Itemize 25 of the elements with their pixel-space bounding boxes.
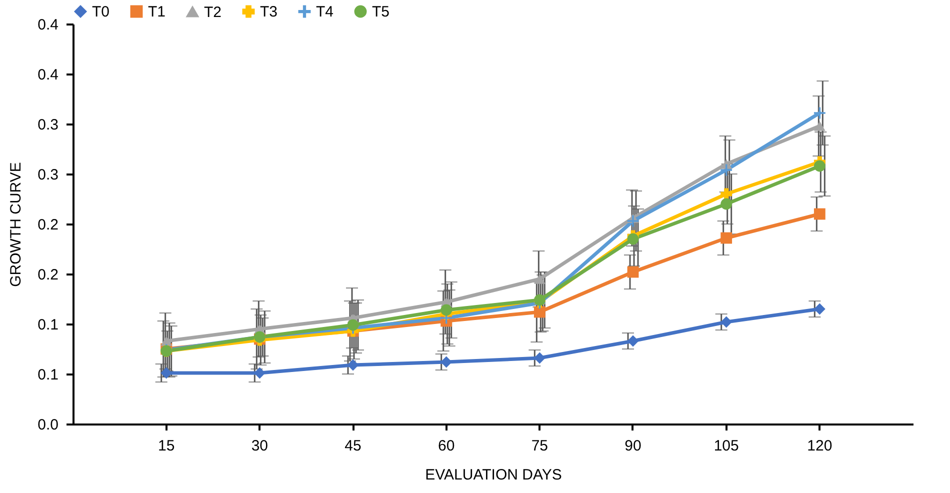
y-tick-label: 0.2 xyxy=(38,266,58,284)
y-tick-label: 0.3 xyxy=(38,116,58,134)
legend-label: T2 xyxy=(204,4,222,21)
y-tick-label: 0.4 xyxy=(38,66,58,84)
legend-label: T4 xyxy=(316,4,334,21)
legend-label: T5 xyxy=(372,4,390,21)
legend-label: T1 xyxy=(148,4,166,21)
x-tick-label: 75 xyxy=(531,438,548,454)
y-tick-label: 0.3 xyxy=(38,166,58,184)
y-tick-label: 0.4 xyxy=(38,16,58,34)
x-tick-label: 30 xyxy=(251,438,268,454)
x-axis-title: EVALUATION DAYS xyxy=(425,466,562,484)
y-tick-label: 0.1 xyxy=(38,316,58,334)
y-tick-label: 0.0 xyxy=(38,416,58,434)
y-tick-label: 0.1 xyxy=(38,366,58,384)
legend-label: T3 xyxy=(260,4,278,21)
legend-label: T0 xyxy=(92,4,110,21)
x-tick-label: 60 xyxy=(438,438,455,454)
y-tick-label: 0.2 xyxy=(38,216,58,234)
x-tick-label: 45 xyxy=(344,438,362,454)
x-tick-label: 120 xyxy=(807,438,832,454)
y-axis-title: GROWTH CURVE xyxy=(8,162,25,287)
x-tick-label: 15 xyxy=(158,438,175,454)
x-tick-label: 90 xyxy=(624,438,642,454)
x-tick-label: 105 xyxy=(714,438,739,454)
